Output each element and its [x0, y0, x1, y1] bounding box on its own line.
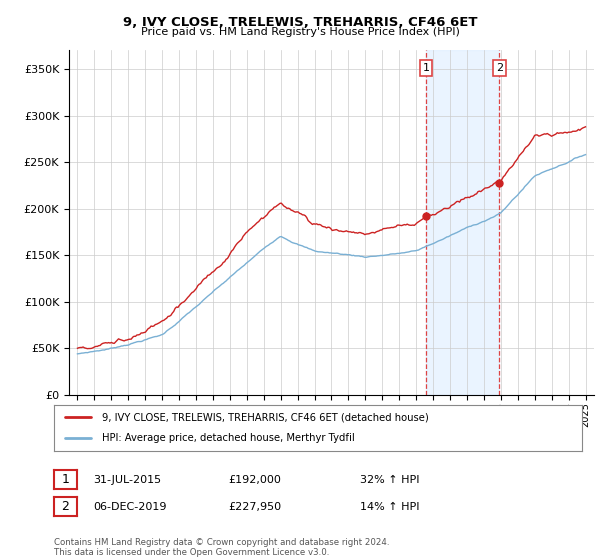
Text: Contains HM Land Registry data © Crown copyright and database right 2024.
This d: Contains HM Land Registry data © Crown c…	[54, 538, 389, 557]
Text: 2: 2	[61, 500, 70, 514]
Text: 2: 2	[496, 63, 503, 73]
Text: £192,000: £192,000	[228, 475, 281, 485]
Text: 1: 1	[422, 63, 430, 73]
Text: 9, IVY CLOSE, TRELEWIS, TREHARRIS, CF46 6ET: 9, IVY CLOSE, TRELEWIS, TREHARRIS, CF46 …	[123, 16, 477, 29]
Text: 31-JUL-2015: 31-JUL-2015	[93, 475, 161, 485]
Text: HPI: Average price, detached house, Merthyr Tydfil: HPI: Average price, detached house, Mert…	[101, 433, 354, 444]
Bar	[426, 50, 499, 395]
Text: £227,950: £227,950	[228, 502, 281, 512]
Text: Price paid vs. HM Land Registry's House Price Index (HPI): Price paid vs. HM Land Registry's House …	[140, 27, 460, 37]
Text: 9, IVY CLOSE, TRELEWIS, TREHARRIS, CF46 6ET (detached house): 9, IVY CLOSE, TRELEWIS, TREHARRIS, CF46 …	[101, 412, 428, 422]
Text: 1: 1	[61, 473, 70, 487]
Text: 06-DEC-2019: 06-DEC-2019	[93, 502, 167, 512]
Text: 32% ↑ HPI: 32% ↑ HPI	[360, 475, 419, 485]
Text: 14% ↑ HPI: 14% ↑ HPI	[360, 502, 419, 512]
